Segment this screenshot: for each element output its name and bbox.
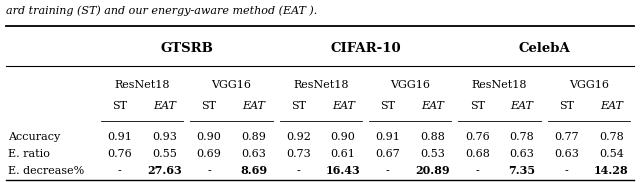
Text: ST: ST	[470, 102, 484, 111]
Text: GTSRB: GTSRB	[160, 42, 213, 55]
Text: ST: ST	[202, 102, 216, 111]
Text: 0.90: 0.90	[331, 132, 356, 142]
Text: 0.63: 0.63	[241, 149, 266, 159]
Text: EAT: EAT	[332, 102, 355, 111]
Text: 27.63: 27.63	[147, 165, 182, 176]
Text: 0.91: 0.91	[108, 132, 132, 142]
Text: 0.76: 0.76	[108, 149, 132, 159]
Text: ResNet18: ResNet18	[293, 80, 349, 90]
Text: 14.28: 14.28	[594, 165, 628, 176]
Text: 16.43: 16.43	[326, 165, 360, 176]
Text: -: -	[476, 166, 479, 176]
Text: E. decrease%: E. decrease%	[8, 166, 84, 176]
Text: Accuracy: Accuracy	[8, 132, 61, 142]
Text: 0.93: 0.93	[152, 132, 177, 142]
Text: E. ratio: E. ratio	[8, 149, 50, 159]
Text: 20.89: 20.89	[415, 165, 450, 176]
Text: -: -	[386, 166, 390, 176]
Text: 0.92: 0.92	[286, 132, 311, 142]
Text: 0.89: 0.89	[241, 132, 266, 142]
Text: 0.55: 0.55	[152, 149, 177, 159]
Text: EAT: EAT	[243, 102, 265, 111]
Text: ResNet18: ResNet18	[115, 80, 170, 90]
Text: 0.78: 0.78	[509, 132, 534, 142]
Text: ST: ST	[380, 102, 396, 111]
Text: 0.76: 0.76	[465, 132, 490, 142]
Text: 0.63: 0.63	[509, 149, 534, 159]
Text: ST: ST	[291, 102, 306, 111]
Text: 8.69: 8.69	[240, 165, 268, 176]
Text: -: -	[118, 166, 122, 176]
Text: VGG16: VGG16	[569, 80, 609, 90]
Text: 0.90: 0.90	[196, 132, 221, 142]
Text: 0.73: 0.73	[286, 149, 311, 159]
Text: EAT: EAT	[153, 102, 176, 111]
Text: 0.91: 0.91	[376, 132, 400, 142]
Text: -: -	[564, 166, 568, 176]
Text: 0.54: 0.54	[599, 149, 624, 159]
Text: CIFAR-10: CIFAR-10	[330, 42, 401, 55]
Text: ST: ST	[112, 102, 127, 111]
Text: ResNet18: ResNet18	[472, 80, 527, 90]
Text: -: -	[296, 166, 300, 176]
Text: 0.61: 0.61	[331, 149, 356, 159]
Text: 0.68: 0.68	[465, 149, 490, 159]
Text: 0.69: 0.69	[196, 149, 221, 159]
Text: VGG16: VGG16	[390, 80, 430, 90]
Text: 0.67: 0.67	[376, 149, 400, 159]
Text: -: -	[207, 166, 211, 176]
Text: EAT: EAT	[600, 102, 623, 111]
Text: 0.63: 0.63	[554, 149, 579, 159]
Text: ST: ST	[559, 102, 574, 111]
Text: 0.77: 0.77	[554, 132, 579, 142]
Text: 0.78: 0.78	[599, 132, 623, 142]
Text: VGG16: VGG16	[211, 80, 252, 90]
Text: 7.35: 7.35	[508, 165, 536, 176]
Text: 0.88: 0.88	[420, 132, 445, 142]
Text: EAT: EAT	[421, 102, 444, 111]
Text: CelebA: CelebA	[518, 42, 570, 55]
Text: 0.53: 0.53	[420, 149, 445, 159]
Text: ard training (ST) and our energy-aware method (EAT ).: ard training (ST) and our energy-aware m…	[6, 5, 317, 16]
Text: EAT: EAT	[511, 102, 533, 111]
